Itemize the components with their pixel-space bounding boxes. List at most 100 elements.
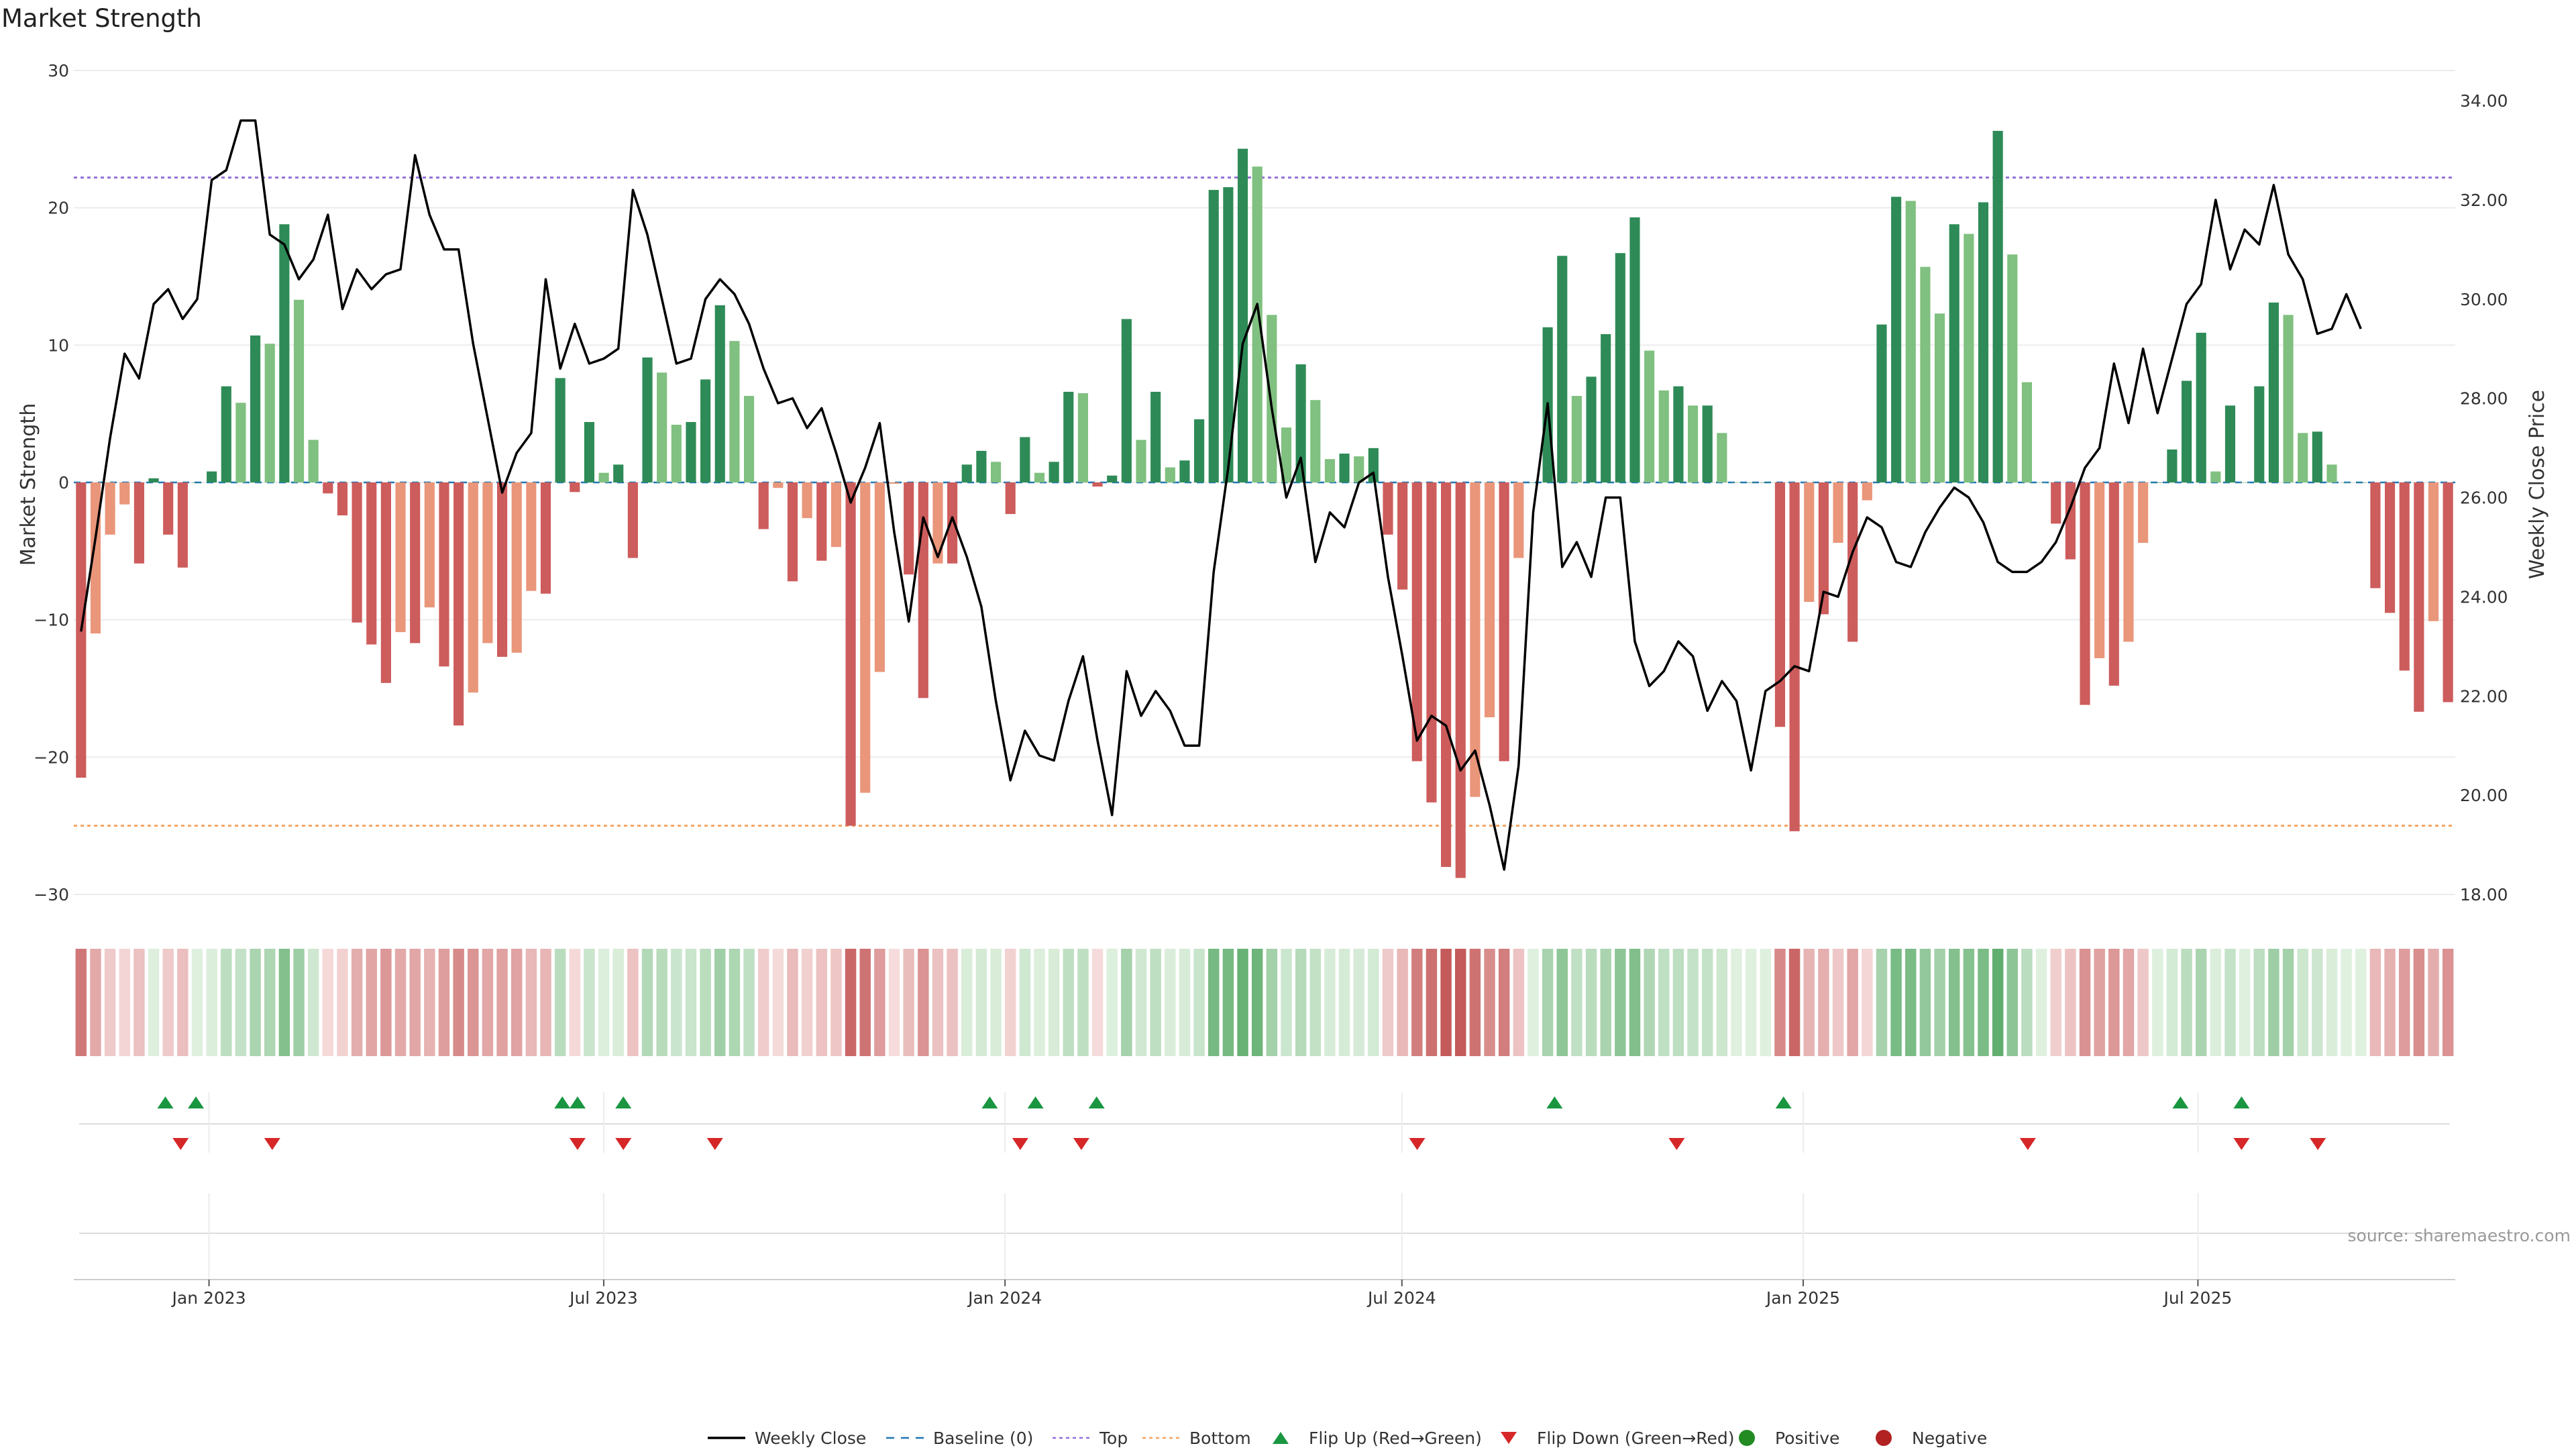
y-tick-left: 10 [48, 335, 69, 355]
strength-bar [496, 482, 508, 657]
strength-bar [1310, 400, 1321, 482]
strength-bar [1920, 266, 1931, 482]
strength-bar [1934, 313, 1945, 482]
axes: 30 20 10 0 −10 −20 −30 34.00 32.00 30.00 28.00 26.0… [34, 61, 2508, 904]
strength-bar [1136, 439, 1146, 482]
heat-cell [468, 949, 479, 1056]
strength-bar [874, 482, 885, 672]
heat-cell [641, 949, 653, 1056]
strength-bar [1847, 482, 1858, 642]
heat-cell [1179, 949, 1191, 1056]
heat-cell [1324, 949, 1336, 1056]
flip-down-marker [1409, 1138, 1426, 1150]
strength-bar [1354, 456, 1364, 482]
strength-bar [1455, 482, 1466, 878]
heat-cell [1716, 949, 1728, 1056]
strength-bar [2152, 482, 2163, 483]
heat-cell [2312, 949, 2323, 1056]
heat-cell [511, 949, 523, 1056]
heat-cell [119, 949, 130, 1056]
heat-cell [1484, 949, 1495, 1056]
strength-bar [1949, 224, 1960, 482]
heat-cell [235, 949, 247, 1056]
flip-up-marker [188, 1096, 205, 1108]
flip-up-marker [1546, 1096, 1563, 1108]
flip-up-marker [2233, 1096, 2250, 1108]
strength-bar [773, 482, 784, 488]
strength-bar [1020, 437, 1030, 482]
heat-cell [1077, 949, 1089, 1056]
strength-bar [1891, 197, 1902, 482]
heat-cell [1309, 949, 1321, 1056]
heat-cell [1687, 949, 1699, 1056]
strength-bar [845, 482, 856, 826]
strength-bar [1237, 148, 1248, 482]
heat-cell [2428, 949, 2439, 1056]
legend-symbol-flip-down [1501, 1432, 1517, 1444]
strength-bar [1571, 396, 1582, 482]
legend-label: Top [1099, 1429, 1128, 1448]
strength-bar [889, 482, 900, 484]
strength-heat-strip [75, 949, 2454, 1056]
y-tick-right: 30.00 [2460, 290, 2508, 309]
strength-bar [380, 482, 391, 683]
heat-cell [394, 949, 407, 1056]
heat-cell [1382, 949, 1394, 1056]
flip-up-marker [1027, 1096, 1044, 1108]
legend-label: Flip Down (Green→Red) [1537, 1429, 1735, 1448]
heat-cell [975, 949, 987, 1056]
y-axis-left-label: Market Strength [17, 403, 40, 566]
heat-cell [2442, 949, 2454, 1056]
strength-bar [1165, 467, 1175, 482]
heat-cell [1150, 949, 1161, 1056]
heat-cell [569, 949, 581, 1056]
strength-bar [947, 482, 958, 564]
flip-up-marker [615, 1096, 632, 1108]
strength-bar [337, 482, 348, 516]
heat-cell [1091, 949, 1104, 1056]
heat-cell [1774, 949, 1786, 1056]
flip-down-marker [2019, 1138, 2036, 1150]
heat-cell [1208, 949, 1220, 1056]
strength-bar [177, 482, 188, 568]
strength-bar [148, 478, 159, 482]
strength-bar [613, 464, 624, 482]
heat-cell [801, 949, 813, 1056]
heat-cell [1832, 949, 1844, 1056]
strength-bar [816, 482, 827, 561]
heat-cell [525, 949, 537, 1056]
strength-bars [76, 131, 2453, 878]
heat-cell [1222, 949, 1234, 1056]
heat-cell [2021, 949, 2033, 1056]
heat-cell [177, 949, 189, 1056]
heat-cell [1629, 949, 1641, 1056]
x-tick-label: Jul 2025 [2163, 1288, 2233, 1308]
strength-bar [1208, 190, 1219, 482]
heat-cell [1542, 949, 1554, 1056]
heat-cell [2399, 949, 2410, 1056]
heat-cell [1905, 949, 1917, 1056]
strength-bar [1484, 482, 1495, 717]
strength-bar [1833, 482, 1843, 543]
y-tick-right: 20.00 [2460, 786, 2508, 805]
strength-bar [1339, 454, 1350, 482]
heat-cell [961, 949, 973, 1056]
y-tick-right: 18.00 [2460, 885, 2508, 904]
strength-bar [2341, 482, 2352, 483]
heat-cell [990, 949, 1002, 1056]
strength-bar [1673, 386, 1684, 482]
heat-cell [2355, 949, 2367, 1056]
heat-cell [1266, 949, 1278, 1056]
heat-cell [1862, 949, 1873, 1056]
strength-bar [990, 462, 1002, 482]
strength-bar [1281, 427, 1292, 482]
heat-cell [1731, 949, 1742, 1056]
heat-cell [2123, 949, 2135, 1056]
y-tick-right: 22.00 [2460, 686, 2508, 706]
heat-cell [1237, 949, 1248, 1056]
strength-bar [1049, 462, 1059, 482]
heat-cell [729, 949, 741, 1056]
heat-cell [1469, 949, 1481, 1056]
x-tick-label: Jul 2024 [1366, 1288, 1436, 1308]
